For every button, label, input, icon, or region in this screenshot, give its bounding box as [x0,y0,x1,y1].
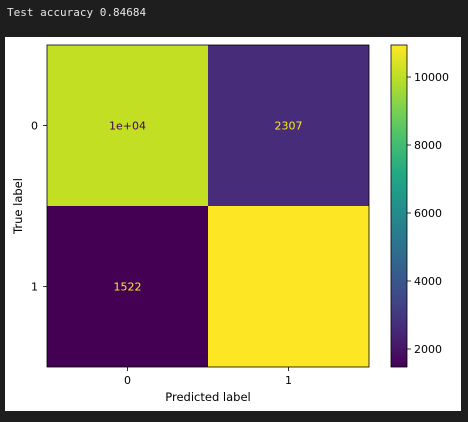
cell-1-1 [208,206,369,367]
colorbar-tick-label-6000: 6000 [414,207,442,220]
console-output-text: Test accuracy 0.84684 [7,6,147,19]
x-axis-label: Predicted label [165,390,250,404]
colorbar-ticks: 2000 4000 6000 8000 10000 [407,71,449,356]
y-tick-label-1: 1 [31,281,38,294]
cell-0-1 [208,45,369,206]
colorbar-tick-label-2000: 2000 [414,343,442,356]
heatmap-frame [46,44,370,368]
cell-label-0-1: 2307 [275,120,303,133]
y-tick-label-0: 0 [31,120,38,133]
cell-1-0 [47,206,208,367]
colorbar [390,44,408,368]
x-tick-label-0: 0 [124,374,131,387]
y-axis-label: True label [11,178,25,235]
cell-0-0 [47,45,208,206]
confusion-matrix-plot: 1e+04 2307 1522 10978 0 1 0 1 Predicted … [11,44,449,404]
x-tick-label-1: 1 [285,374,292,387]
colorbar-tick-label-4000: 4000 [414,275,442,288]
colorbar-tick-label-8000: 8000 [414,139,442,152]
cell-label-1-1: 10978 [271,281,306,294]
colorbar-tick-label-10000: 10000 [414,71,449,84]
cell-label-0-0: 1e+04 [109,120,146,133]
cell-label-1-0: 1522 [114,281,142,294]
figure-canvas: 1e+04 2307 1522 10978 0 1 0 1 Predicted … [5,37,461,411]
